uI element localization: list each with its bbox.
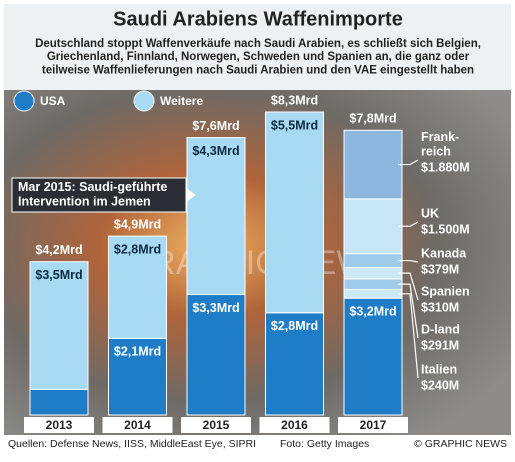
leader-line [398,272,419,301]
total-label: $4,2Mrd [35,243,82,257]
leader-line [398,259,419,263]
chart-subtitle: Deutschland stoppt Waffenverkäufe nach S… [35,38,481,76]
x-tick-box [338,417,408,433]
x-tick-label: 2015 [203,418,230,432]
x-tick-label: 2017 [360,418,387,432]
footer-background [4,435,511,453]
annotation-box [11,177,187,213]
bar-segment [343,253,403,268]
bar-segment [108,337,167,416]
bar-segment [343,266,403,280]
breakdown-label: $1.500M [421,222,470,236]
x-tick-box [102,417,173,433]
x-tick-box [181,417,251,433]
bar-segment [343,288,403,299]
chart-title: Saudi Arabiens Waffenimporte [113,8,403,30]
total-label: $4,9Mrd [114,217,161,231]
bar-segment [343,297,403,416]
leader-line [398,283,419,339]
x-tick-label: 2014 [124,418,151,432]
value-label: $3,2Mrd [349,304,396,318]
x-tick-label: 2013 [46,418,73,432]
bar-segment [343,129,403,200]
bar-segment [186,137,246,296]
leader-line [398,293,419,379]
bar-segment [343,278,403,290]
annotation: Mar 2015: Saudi-geführte Intervention im … [18,180,167,208]
leader-line [398,159,419,166]
bar-segment [29,261,89,390]
breakdown-name: Spanien [421,284,470,298]
x-tick-box [259,417,330,433]
x-tick-label: 2016 [281,418,308,432]
value-label: $4,3Mrd [192,144,239,158]
legend-swatch [133,90,155,112]
x-tick-box [24,417,94,433]
bar-segment [29,388,89,416]
value-label: $5,5Mrd [271,118,318,132]
bar-segment [265,312,324,416]
bar-segment [108,235,167,339]
total-label: $7,6Mrd [192,119,239,133]
breakdown-label: $240M [421,378,459,392]
bar-segment [265,111,324,314]
annotation-arrow [186,188,196,202]
bar-segment [186,294,246,416]
breakdown-name: Italien [421,362,457,376]
breakdown-label: $310M [421,300,459,314]
breakdown-name: Frank-reich [421,130,459,158]
breakdown-label: $1.880M [421,160,470,174]
breakdown-label: $291M [421,338,459,352]
sources: Quellen: Defense News, IISS, MiddleEast … [8,438,256,450]
value-label: $2,8Mrd [114,242,161,256]
value-label: $2,8Mrd [271,319,318,333]
legend-swatch [13,90,35,112]
header-background [4,4,511,90]
breakdown-name: D-land [421,322,460,336]
photo-credit: Foto: Getty Images [280,438,369,450]
legend-label: Weitere [160,94,203,108]
value-label: $3,3Mrd [192,301,239,315]
value-label: $3,5Mrd [35,268,82,282]
legend-label: USA [40,94,66,108]
copyright: © GRAPHIC NEWS [414,438,507,450]
bar-segment [343,198,403,255]
breakdown-label: $379M [421,262,459,276]
total-label: $8,3Mrd [271,93,318,107]
breakdown-name: UK [421,206,439,220]
value-label: $2,1Mrd [114,345,161,359]
leader-line [398,221,419,227]
breakdown-name: Kanada [421,246,467,260]
total-label: $7,8Mrd [349,112,396,126]
